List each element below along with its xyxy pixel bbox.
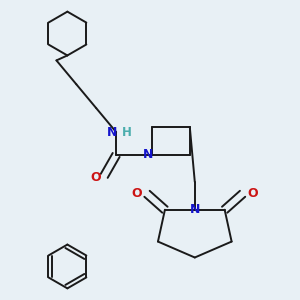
Text: O: O — [90, 171, 101, 184]
Text: N: N — [143, 148, 153, 161]
Text: N: N — [107, 126, 117, 139]
Text: H: H — [122, 126, 132, 139]
Text: O: O — [132, 187, 142, 200]
Text: O: O — [247, 187, 258, 200]
Text: N: N — [190, 203, 200, 216]
